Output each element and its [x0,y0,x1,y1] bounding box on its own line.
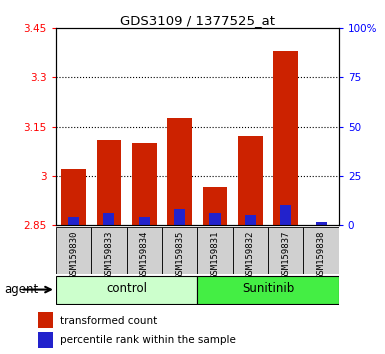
Bar [280,205,291,225]
Bar [197,275,339,304]
Bar [56,227,91,274]
Bar [233,227,268,274]
Bar [97,140,121,225]
Bar [91,227,127,274]
Bar [38,332,53,348]
Text: agent: agent [4,283,38,296]
Bar [209,213,221,225]
Text: GSM159837: GSM159837 [281,230,290,279]
Bar [197,227,233,274]
Text: GSM159835: GSM159835 [175,230,184,279]
Bar [162,227,197,274]
Bar [245,215,256,225]
Bar [303,227,339,274]
Bar [174,209,185,225]
Bar [203,187,228,225]
Bar [167,118,192,225]
Text: GSM159838: GSM159838 [316,230,326,279]
Text: GSM159833: GSM159833 [104,230,114,279]
Text: transformed count: transformed count [60,316,157,326]
Text: GSM159832: GSM159832 [246,230,255,279]
Text: GSM159831: GSM159831 [211,230,219,279]
Bar [139,217,150,225]
Bar [132,143,157,225]
Bar [316,222,327,225]
Bar [238,136,263,225]
Bar [61,169,86,225]
Text: control: control [106,282,147,296]
Bar [56,275,197,304]
Text: percentile rank within the sample: percentile rank within the sample [60,335,236,345]
Bar [268,227,303,274]
Bar [127,227,162,274]
Text: GSM159834: GSM159834 [140,230,149,279]
Bar [38,312,53,329]
Bar [68,217,79,225]
Bar [103,213,114,225]
Text: GSM159830: GSM159830 [69,230,78,279]
Title: GDS3109 / 1377525_at: GDS3109 / 1377525_at [120,14,275,27]
Bar [273,51,298,225]
Text: Sunitinib: Sunitinib [242,282,294,296]
